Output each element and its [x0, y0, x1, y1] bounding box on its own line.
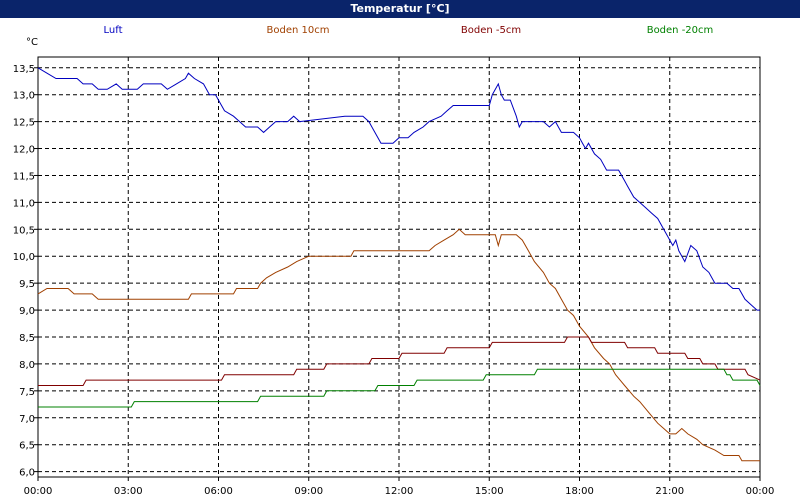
y-tick-label: 7,5 [19, 387, 35, 398]
y-tick-label: 6,5 [19, 441, 35, 452]
y-tick-label: 13,5 [13, 64, 35, 75]
y-tick-label: 12,5 [13, 118, 35, 129]
y-tick-label: 9,0 [19, 306, 35, 317]
chart-title: Temperatur [°C] [0, 0, 800, 18]
x-tick-time: 09:00 [294, 486, 323, 497]
y-tick-label: 8,5 [19, 333, 35, 344]
y-tick-label: 8,0 [19, 360, 35, 371]
x-tick-time: 12:00 [385, 486, 414, 497]
series-line-luft [37, 67, 760, 311]
y-tick-label: 12,0 [13, 145, 35, 156]
series-line-boden-10cm [37, 228, 760, 462]
legend-entry: Luft [104, 25, 123, 36]
y-tick-label: 7,0 [19, 414, 35, 425]
x-tick-time: 15:00 [475, 486, 504, 497]
series-line-boden-5cm [38, 336, 761, 386]
x-tick-time: 00:00 [24, 486, 53, 497]
x-tick-time: 21:00 [655, 486, 684, 497]
x-tick-time: 00:00 [746, 486, 775, 497]
x-tick-time: 03:00 [114, 486, 143, 497]
x-tick-time: 18:00 [565, 486, 594, 497]
temperature-chart: 6,0 6,5 7,0 7,5 8,0 8,5 9,0 9,5 10,0 10,5 11,0 11,5… [13, 25, 775, 497]
y-axis-unit: °C [26, 37, 38, 48]
legend-entry: Boden -20cm [647, 25, 714, 36]
x-tick-time: 06:00 [204, 486, 233, 497]
legend-entry: Boden 10cm [267, 25, 330, 36]
y-tick-label: 9,5 [19, 279, 35, 290]
y-tick-label: 10,5 [13, 225, 35, 236]
y-tick-label: 6,0 [19, 468, 35, 479]
y-tick-label: 13,0 [13, 91, 35, 102]
y-tick-label: 11,0 [13, 198, 35, 209]
y-tick-label: 11,5 [13, 171, 35, 182]
series-line-boden-20cm [38, 368, 761, 408]
legend-entry: Boden -5cm [461, 25, 521, 36]
y-tick-label: 10,0 [13, 252, 35, 263]
